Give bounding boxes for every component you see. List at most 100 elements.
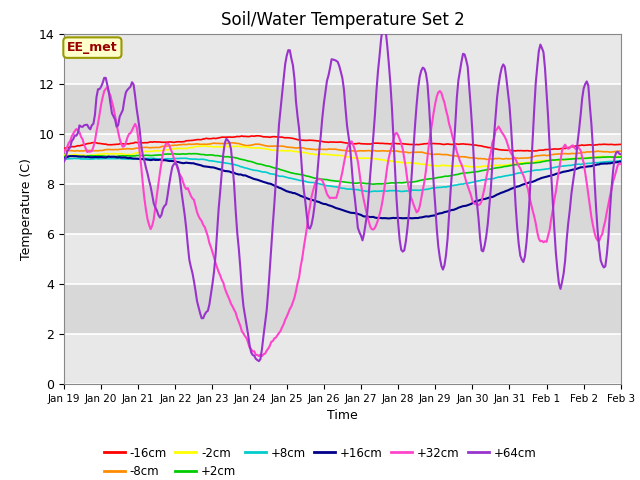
+8cm	[60, 156, 68, 162]
+16cm	[399, 216, 406, 221]
-8cm	[617, 148, 625, 154]
-8cm	[483, 156, 490, 162]
+8cm	[76, 156, 83, 161]
Line: +16cm: +16cm	[64, 156, 621, 218]
Bar	[64, 84, 621, 134]
Title: Soil/Water Temperature Set 2: Soil/Water Temperature Set 2	[221, 11, 464, 29]
-16cm	[379, 141, 387, 146]
Line: -16cm: -16cm	[64, 136, 621, 151]
-16cm	[410, 142, 417, 147]
+16cm	[385, 216, 393, 221]
-8cm	[410, 149, 417, 155]
+2cm	[380, 181, 388, 187]
Bar	[64, 184, 621, 234]
+16cm	[412, 215, 419, 221]
+8cm	[617, 158, 625, 164]
+32cm	[165, 142, 173, 148]
Bar	[64, 34, 621, 84]
+2cm	[164, 151, 172, 157]
+64cm	[379, 25, 387, 31]
+16cm	[379, 216, 387, 221]
Bar	[64, 284, 621, 334]
+32cm	[76, 130, 83, 135]
-16cm	[76, 143, 83, 149]
Text: EE_met: EE_met	[67, 41, 118, 54]
+8cm	[399, 189, 406, 194]
+2cm	[76, 154, 83, 159]
+64cm	[60, 159, 68, 165]
+32cm	[552, 189, 559, 194]
-8cm	[552, 151, 559, 157]
-2cm	[410, 160, 417, 166]
+2cm	[552, 157, 559, 163]
+64cm	[164, 192, 172, 198]
+32cm	[380, 187, 388, 193]
+8cm	[164, 156, 172, 162]
-2cm	[76, 152, 83, 158]
+2cm	[399, 180, 406, 186]
-16cm	[525, 148, 533, 154]
Line: +64cm: +64cm	[64, 24, 621, 361]
-8cm	[164, 143, 172, 149]
-8cm	[60, 147, 68, 153]
Line: +32cm: +32cm	[64, 87, 621, 356]
+2cm	[186, 151, 193, 156]
-16cm	[164, 139, 172, 145]
Line: -8cm: -8cm	[64, 143, 621, 159]
+32cm	[104, 84, 111, 90]
-2cm	[397, 160, 405, 166]
X-axis label: Time: Time	[327, 409, 358, 422]
-16cm	[397, 141, 405, 146]
+2cm	[369, 181, 377, 187]
+64cm	[617, 151, 625, 157]
+2cm	[617, 154, 625, 160]
-8cm	[397, 149, 405, 155]
-16cm	[617, 142, 625, 147]
-16cm	[60, 145, 68, 151]
+8cm	[552, 164, 559, 170]
Legend: -16cm, -8cm, -2cm, +2cm, +8cm, +16cm, +32cm, +64cm: -16cm, -8cm, -2cm, +2cm, +8cm, +16cm, +3…	[99, 442, 541, 480]
-8cm	[76, 148, 83, 154]
-2cm	[379, 157, 387, 163]
Line: -2cm: -2cm	[64, 146, 621, 167]
+32cm	[258, 353, 266, 359]
+32cm	[60, 149, 68, 155]
+64cm	[380, 21, 388, 26]
-2cm	[164, 147, 172, 153]
+64cm	[76, 122, 83, 128]
+16cm	[617, 159, 625, 165]
+64cm	[412, 122, 419, 128]
+16cm	[68, 153, 76, 159]
+32cm	[399, 146, 406, 152]
-8cm	[379, 148, 387, 154]
-2cm	[617, 153, 625, 159]
-16cm	[552, 146, 559, 152]
+16cm	[60, 155, 68, 161]
+32cm	[412, 206, 419, 212]
+64cm	[552, 250, 559, 255]
+16cm	[165, 158, 173, 164]
-2cm	[60, 152, 68, 158]
Line: +2cm: +2cm	[64, 154, 621, 184]
Bar	[64, 334, 621, 384]
+8cm	[179, 156, 187, 161]
+2cm	[412, 179, 419, 185]
+32cm	[617, 161, 625, 167]
Line: +8cm: +8cm	[64, 158, 621, 192]
-2cm	[473, 164, 481, 170]
+8cm	[380, 188, 388, 194]
+16cm	[552, 171, 559, 177]
-8cm	[228, 140, 236, 146]
Y-axis label: Temperature (C): Temperature (C)	[20, 158, 33, 260]
+16cm	[77, 154, 85, 160]
+8cm	[412, 187, 419, 193]
-2cm	[201, 143, 209, 149]
-16cm	[253, 133, 261, 139]
+64cm	[399, 249, 406, 254]
+64cm	[255, 358, 263, 364]
+8cm	[366, 189, 374, 195]
-2cm	[552, 157, 559, 163]
Bar	[64, 134, 621, 184]
+2cm	[60, 154, 68, 159]
Bar	[64, 234, 621, 284]
